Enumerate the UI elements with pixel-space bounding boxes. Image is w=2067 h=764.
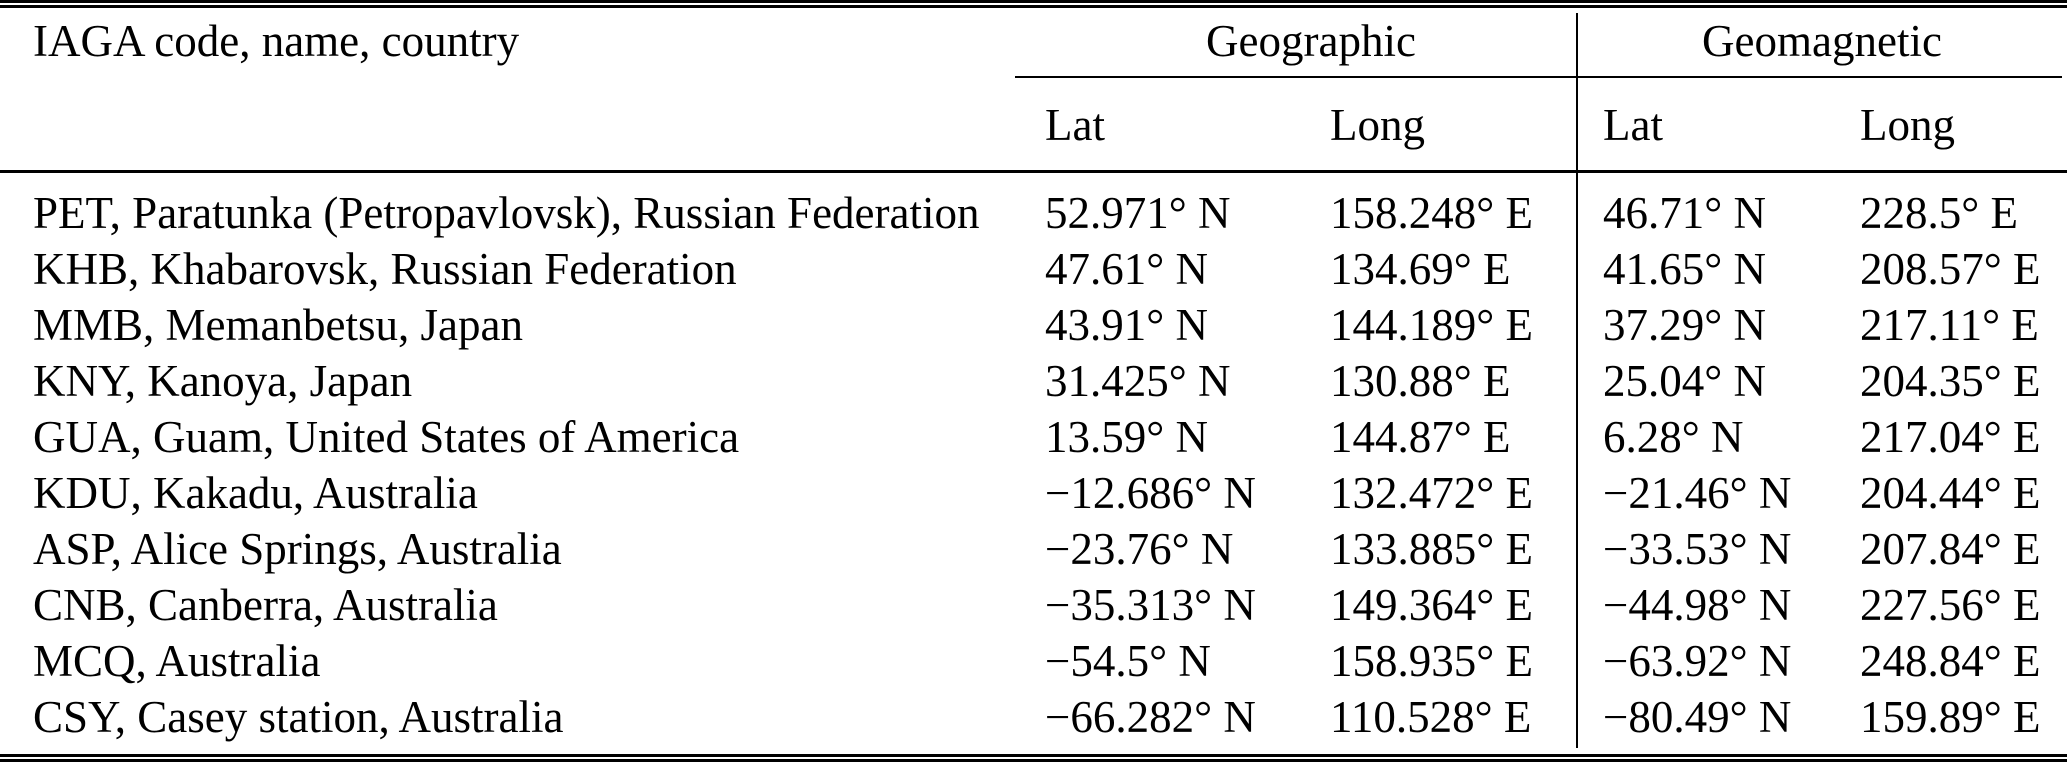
mag-long-cell: 217.04° E	[1860, 412, 2041, 462]
geo-long-cell: 133.885° E	[1330, 524, 1533, 574]
table-row: MCQ, Australia −54.5° N 158.935° E −63.9…	[0, 633, 2067, 689]
geo-long-cell: 158.248° E	[1330, 188, 1533, 238]
group-header-geographic: Geographic	[1206, 16, 1416, 66]
table-row: KHB, Khabarovsk, Russian Federation 47.6…	[0, 241, 2067, 297]
table-row: PET, Paratunka (Petropavlovsk), Russian …	[0, 185, 2067, 241]
mag-lat-cell: −80.49° N	[1603, 692, 1792, 742]
geo-long-cell: 132.472° E	[1330, 468, 1533, 518]
station-cell: PET, Paratunka (Petropavlovsk), Russian …	[33, 188, 980, 238]
table-header-rule	[0, 170, 2067, 173]
geo-long-cell: 158.935° E	[1330, 636, 1533, 686]
mag-long-cell: 159.89° E	[1860, 692, 2041, 742]
geo-lat-cell: 47.61° N	[1045, 244, 1208, 294]
mag-long-cell: 204.35° E	[1860, 356, 2041, 406]
mag-long-cell: 204.44° E	[1860, 468, 2041, 518]
station-cell: MCQ, Australia	[33, 636, 321, 686]
mag-lat-cell: 25.04° N	[1603, 356, 1766, 406]
mag-long-cell: 227.56° E	[1860, 580, 2041, 630]
mag-long-cell: 248.84° E	[1860, 636, 2041, 686]
station-cell: GUA, Guam, United States of America	[33, 412, 740, 462]
geo-lat-cell: −35.313° N	[1045, 580, 1256, 630]
table-row: CNB, Canberra, Australia −35.313° N 149.…	[0, 577, 2067, 633]
mag-long-cell: 228.5° E	[1860, 188, 2018, 238]
geo-long-cell: 144.189° E	[1330, 300, 1533, 350]
geo-lat-cell: −54.5° N	[1045, 636, 1211, 686]
station-cell: MMB, Memanbetsu, Japan	[33, 300, 523, 350]
table-group-header-row: IAGA code, name, country Geographic Geom…	[0, 8, 2067, 74]
table-row: GUA, Guam, United States of America 13.5…	[0, 409, 2067, 465]
geo-lat-cell: −23.76° N	[1045, 524, 1234, 574]
station-cell: KDU, Kakadu, Australia	[33, 468, 478, 518]
column-header-mag-long: Long	[1860, 100, 1955, 150]
table-body: PET, Paratunka (Petropavlovsk), Russian …	[0, 185, 2067, 745]
geographic-geomagnetic-divider	[1576, 13, 1578, 748]
table-top-rule	[0, 0, 2067, 8]
station-cell: CSY, Casey station, Australia	[33, 692, 564, 742]
mag-lat-cell: 41.65° N	[1603, 244, 1766, 294]
mag-lat-cell: 37.29° N	[1603, 300, 1766, 350]
table-row: KNY, Kanoya, Japan 31.425° N 130.88° E 2…	[0, 353, 2067, 409]
station-cell: KNY, Kanoya, Japan	[33, 356, 413, 406]
mag-lat-cell: −44.98° N	[1603, 580, 1792, 630]
mag-long-cell: 208.57° E	[1860, 244, 2041, 294]
group-header-underline	[1015, 76, 2062, 78]
mag-long-cell: 217.11° E	[1860, 300, 2039, 350]
geo-lat-cell: −12.686° N	[1045, 468, 1256, 518]
geo-lat-cell: 31.425° N	[1045, 356, 1231, 406]
table-bottom-rule	[0, 754, 2067, 762]
table-sub-header-row: Lat Long Lat Long	[0, 80, 2067, 170]
geo-lat-cell: −66.282° N	[1045, 692, 1256, 742]
table-row: CSY, Casey station, Australia −66.282° N…	[0, 689, 2067, 745]
column-header-geo-lat: Lat	[1045, 100, 1105, 150]
column-header-mag-lat: Lat	[1603, 100, 1663, 150]
geo-long-cell: 149.364° E	[1330, 580, 1533, 630]
mag-lat-cell: −21.46° N	[1603, 468, 1792, 518]
station-cell: ASP, Alice Springs, Australia	[33, 524, 562, 574]
column-header-station: IAGA code, name, country	[33, 16, 520, 66]
geo-lat-cell: 43.91° N	[1045, 300, 1208, 350]
mag-lat-cell: 46.71° N	[1603, 188, 1766, 238]
mag-lat-cell: −63.92° N	[1603, 636, 1792, 686]
station-cell: CNB, Canberra, Australia	[33, 580, 498, 630]
geo-long-cell: 134.69° E	[1330, 244, 1511, 294]
group-header-geomagnetic: Geomagnetic	[1702, 16, 1942, 66]
mag-lat-cell: 6.28° N	[1603, 412, 1744, 462]
geo-long-cell: 130.88° E	[1330, 356, 1511, 406]
geo-lat-cell: 52.971° N	[1045, 188, 1231, 238]
station-cell: KHB, Khabarovsk, Russian Federation	[33, 244, 737, 294]
geo-long-cell: 144.87° E	[1330, 412, 1511, 462]
table-row: ASP, Alice Springs, Australia −23.76° N …	[0, 521, 2067, 577]
mag-lat-cell: −33.53° N	[1603, 524, 1792, 574]
table-row: KDU, Kakadu, Australia −12.686° N 132.47…	[0, 465, 2067, 521]
table-row: MMB, Memanbetsu, Japan 43.91° N 144.189°…	[0, 297, 2067, 353]
mag-long-cell: 207.84° E	[1860, 524, 2041, 574]
geo-lat-cell: 13.59° N	[1045, 412, 1208, 462]
geo-long-cell: 110.528° E	[1330, 692, 1532, 742]
column-header-geo-long: Long	[1330, 100, 1425, 150]
